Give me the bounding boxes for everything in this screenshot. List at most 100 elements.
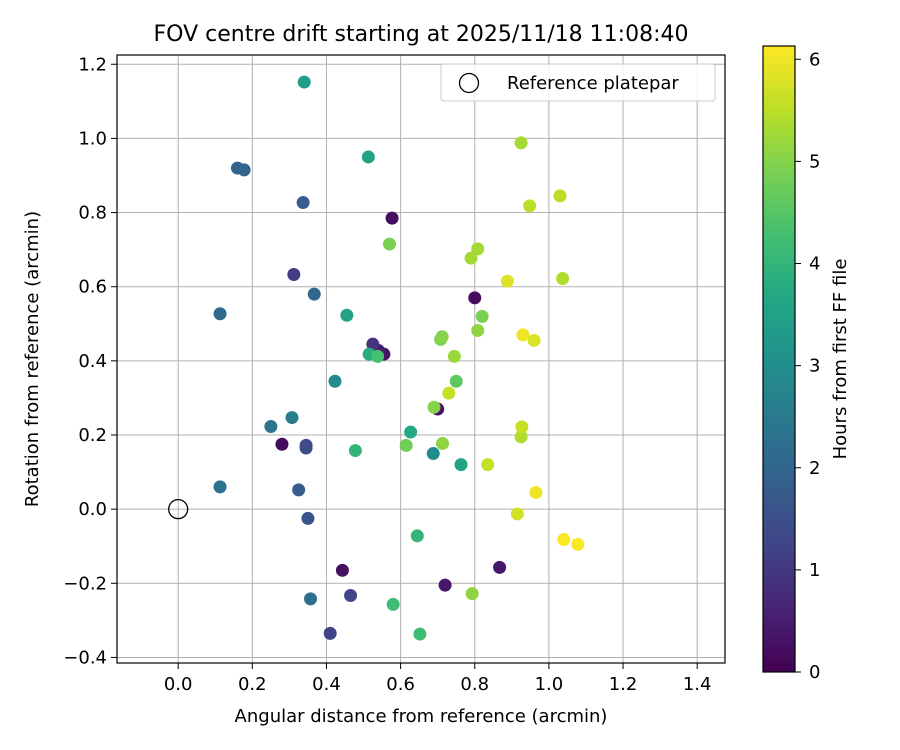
data-point (500, 274, 514, 288)
data-point (468, 291, 482, 305)
data-point (335, 563, 349, 577)
data-point (287, 267, 301, 281)
data-point (344, 589, 358, 603)
colorbar-tick-label: 1 (809, 560, 820, 581)
data-point (361, 150, 375, 164)
data-point (427, 400, 441, 414)
data-point (213, 480, 227, 494)
data-point (571, 537, 585, 551)
colorbar-tick-label: 3 (809, 356, 820, 377)
data-point (435, 330, 449, 344)
y-axis-label: Rotation from reference (arcmin) (22, 211, 43, 507)
data-point (475, 309, 489, 323)
data-point (323, 626, 337, 640)
data-points (213, 75, 585, 641)
y-tick-label: 1.0 (78, 128, 107, 149)
data-point (556, 272, 570, 286)
x-tick-label: 1.0 (535, 674, 564, 695)
data-point (371, 349, 385, 363)
y-tick-label: 0.0 (78, 499, 107, 520)
data-point (447, 349, 461, 363)
colorbar-tick-label: 4 (809, 254, 820, 275)
y-tick-label: 0.4 (78, 351, 107, 372)
data-point (442, 386, 456, 400)
grid-lines (117, 55, 725, 663)
legend-box (440, 63, 716, 102)
y-tick-label: 0.2 (78, 425, 107, 446)
data-point (285, 411, 299, 425)
chart-title: FOV centre drift starting at 2025/11/18 … (154, 22, 689, 47)
data-point (386, 597, 400, 611)
plot-frame (116, 54, 726, 664)
data-point (454, 458, 468, 472)
colorbar-label: Hours from first FF file (830, 259, 851, 460)
data-point (514, 136, 528, 150)
data-point (385, 211, 399, 225)
data-point (296, 196, 310, 210)
data-point (301, 511, 315, 525)
data-point (464, 251, 478, 265)
y-tick-label: −0.2 (63, 573, 107, 594)
colorbar-tick-label: 5 (809, 151, 820, 172)
x-axis-label: Angular distance from reference (arcmin) (235, 706, 608, 727)
data-point (382, 237, 396, 251)
data-point (237, 163, 251, 177)
reference-marker (168, 498, 189, 520)
data-point (307, 287, 321, 301)
data-point (292, 483, 306, 497)
legend-reference-marker (458, 72, 480, 94)
data-point (529, 485, 543, 499)
data-point (410, 529, 424, 543)
plot-background (117, 55, 725, 663)
data-point (399, 438, 413, 452)
legend: Reference platepar (440, 63, 716, 102)
data-point (438, 578, 452, 592)
data-point (404, 425, 418, 439)
x-tick-label: 0.8 (460, 674, 489, 695)
data-point (275, 437, 289, 451)
x-tick-label: 0.4 (312, 674, 341, 695)
data-point (514, 430, 528, 444)
data-point (213, 307, 227, 321)
legend-entry-label: Reference platepar (507, 73, 679, 94)
colorbar: 0 1 2 3 4 5 6 Hours from first FF file (762, 45, 851, 683)
data-point (299, 441, 313, 455)
data-point (553, 189, 567, 203)
data-point (465, 587, 479, 601)
y-tick-label: 1.2 (78, 54, 107, 75)
y-tick-label: 0.8 (78, 203, 107, 224)
data-point (527, 333, 541, 347)
data-point (436, 437, 450, 451)
data-point (297, 75, 311, 89)
data-point (481, 458, 495, 472)
x-tick-label: 1.4 (683, 674, 712, 695)
data-point (557, 533, 571, 547)
data-point (348, 444, 362, 458)
colorbar-frame (762, 45, 796, 673)
colorbar-tick-label: 2 (809, 458, 820, 479)
data-point (366, 337, 380, 351)
data-point (510, 507, 524, 521)
data-point (515, 420, 529, 434)
data-point (471, 323, 485, 337)
data-point (264, 419, 278, 433)
data-point (523, 199, 537, 213)
x-tick-label: 0.0 (164, 674, 193, 695)
colorbar-tick-label: 6 (809, 49, 820, 70)
colorbar-ticks: 0 1 2 3 4 5 6 (795, 49, 820, 683)
data-point (516, 328, 530, 342)
data-point (493, 560, 507, 574)
data-point (340, 308, 354, 322)
x-tick-label: 0.2 (238, 674, 267, 695)
y-tick-label: −0.4 (63, 647, 107, 668)
axis-ticks: 0.0 0.2 0.4 0.6 0.8 1.0 1.2 1.4 −0.4 −0.2 0.0 0.2 0.… (63, 54, 711, 695)
data-point (471, 242, 485, 256)
data-point (413, 627, 427, 641)
x-tick-label: 1.2 (609, 674, 638, 695)
data-point (304, 592, 318, 606)
data-point (426, 447, 440, 461)
data-point (449, 374, 463, 388)
x-tick-label: 0.6 (386, 674, 415, 695)
colorbar-gradient (763, 46, 795, 672)
